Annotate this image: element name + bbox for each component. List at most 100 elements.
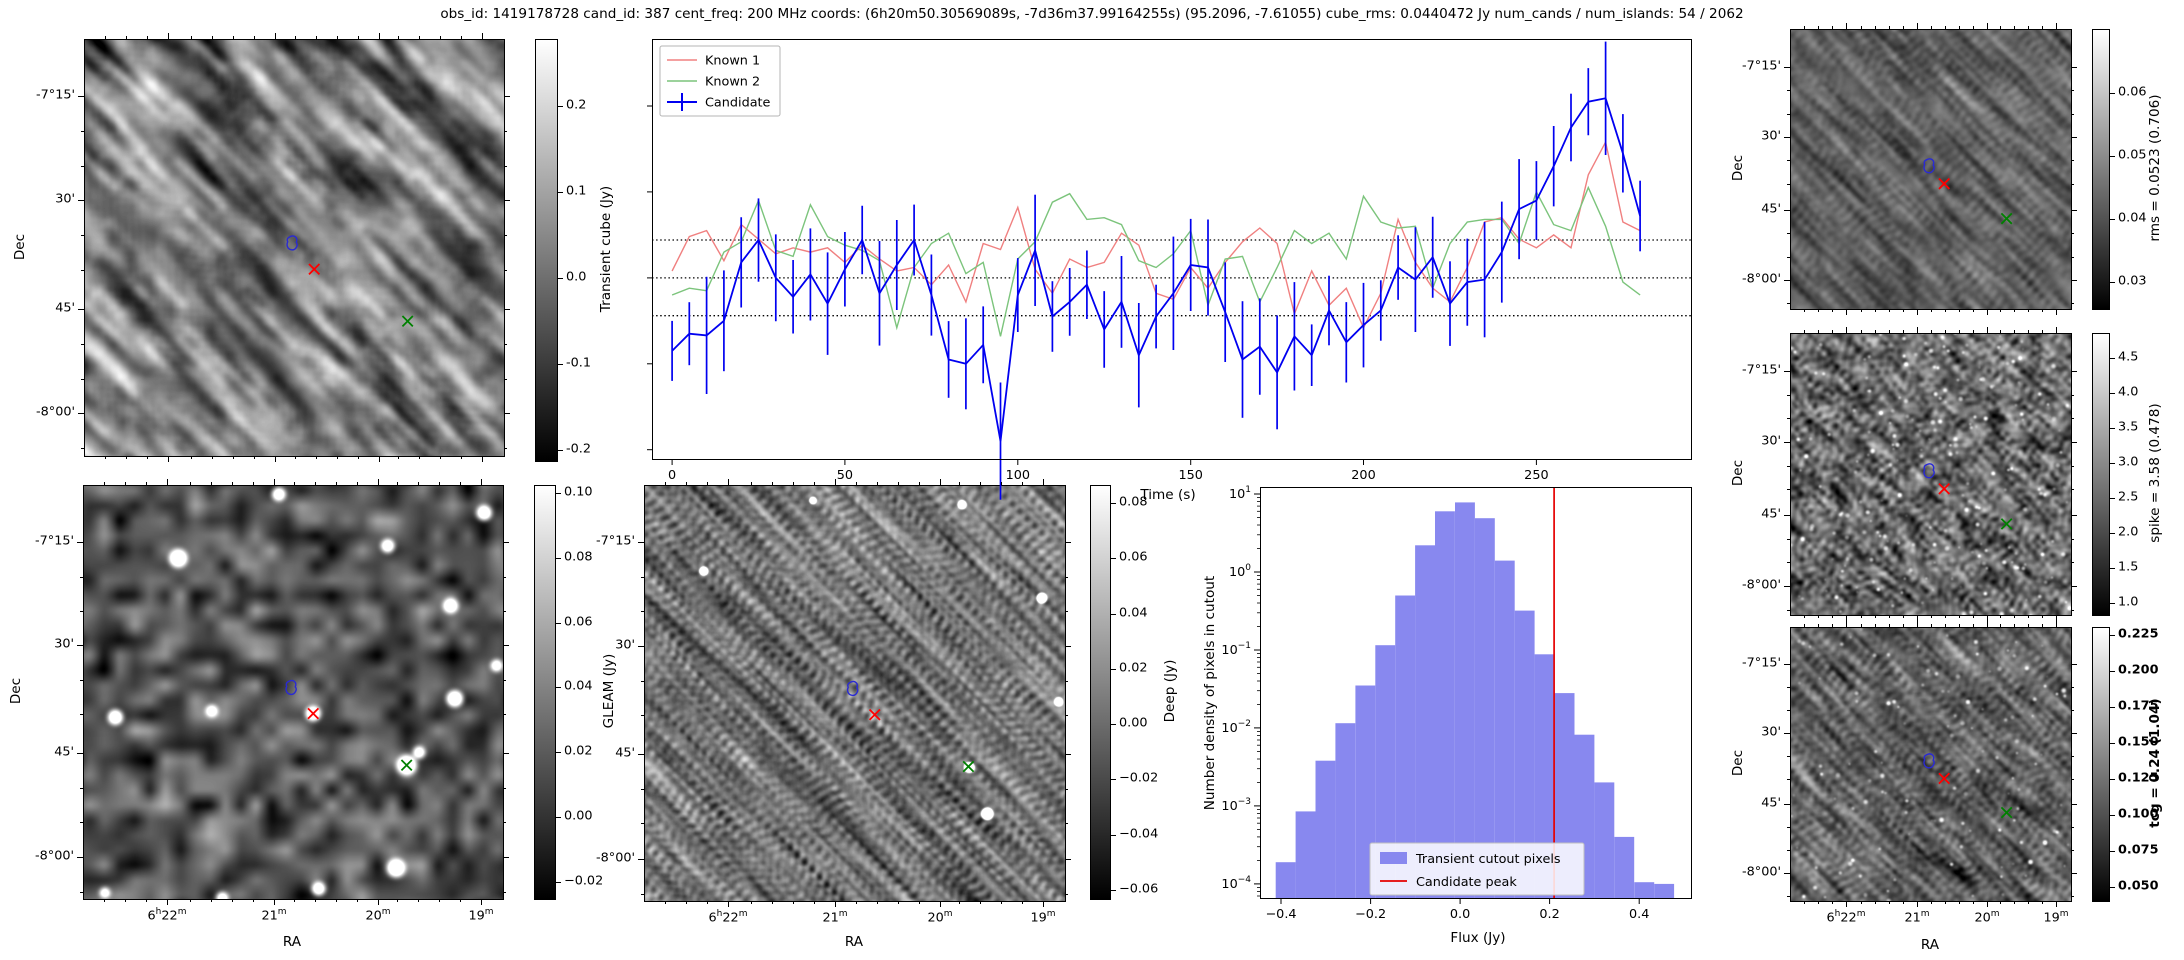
dec-tick-label: 45': [1761, 506, 1781, 522]
colorbar-tick-label: 0.075: [2118, 842, 2159, 858]
ra-tick-label: 6h22m: [708, 909, 748, 926]
flux-tick-label: 0.2: [1539, 907, 1559, 922]
dec-tick: [2071, 67, 2077, 68]
dec-tick-label: 30': [1761, 433, 1781, 449]
ra-minor-tick: [2028, 330, 2029, 333]
dec-minor-tick: [1065, 611, 1068, 612]
legend-box: [659, 45, 781, 117]
colorbar-tick: [1111, 669, 1116, 670]
ra-minor-tick: [2042, 309, 2043, 312]
colorbar-tick-label: 0.150: [2118, 734, 2159, 750]
ra-minor-tick: [337, 36, 338, 39]
colorbar-tick: [2110, 568, 2115, 569]
colorbar-rms: [2092, 29, 2110, 310]
colorbar-tick: [2110, 156, 2115, 157]
ra-minor-tick: [2014, 309, 2015, 312]
ra-minor-tick: [191, 456, 192, 459]
candidate-x-marker-icon: [307, 707, 320, 720]
ra-minor-tick: [1832, 624, 1833, 627]
ra-minor-tick: [1832, 901, 1833, 904]
candidate-contour-icon: [285, 679, 297, 696]
dec-tick-label: -8°00': [1742, 271, 1781, 287]
tcg-cutout-image: [1790, 627, 2072, 902]
colorbar-tick-label: 3.0: [2118, 454, 2139, 470]
density-tick-label: 100: [1229, 563, 1251, 580]
rms-cutout-image: [1790, 29, 2072, 310]
dec-minor-tick: [2071, 896, 2074, 897]
colorbar-tick: [2110, 393, 2115, 394]
ra-minor-tick: [190, 899, 191, 902]
ra-minor-tick: [1945, 309, 1946, 312]
dec-minor-tick: [2071, 90, 2074, 91]
ra-minor-tick: [105, 456, 106, 459]
dec-minor-tick: [1787, 114, 1790, 115]
ra-minor-tick: [212, 36, 213, 39]
sky-markers: [1923, 753, 2013, 819]
ra-minor-tick: [1959, 615, 1960, 618]
ra-minor-tick: [2000, 26, 2001, 29]
dec-minor-tick: [2071, 160, 2074, 161]
colorbar-tick: [558, 364, 563, 365]
spike-noise-image: [1791, 334, 2071, 615]
ra-minor-tick: [1861, 624, 1862, 627]
ra-minor-tick: [398, 36, 399, 39]
ra-tick: [378, 899, 379, 905]
ra-tick: [168, 33, 169, 39]
dec-minor-tick: [2071, 562, 2074, 563]
dec-minor-tick: [1787, 90, 1790, 91]
dec-minor-tick: [2071, 114, 2074, 115]
ra-minor-tick: [919, 482, 920, 485]
dec-tick-label: -7°15': [1742, 655, 1781, 671]
ra-tick: [2056, 327, 2057, 333]
dec-tick: [2071, 280, 2077, 281]
ra-minor-tick: [772, 482, 773, 485]
dec-tick-label: 30': [615, 637, 635, 653]
colorbar-label-transient-cube: Transient cube (Jy): [598, 185, 614, 313]
ra-minor-tick: [751, 482, 752, 485]
ra-minor-tick: [1022, 901, 1023, 904]
ra-minor-tick: [1889, 26, 1890, 29]
gleam-noise-image: [84, 486, 503, 899]
dec-minor-tick: [2071, 710, 2074, 711]
ra-minor-tick: [980, 482, 981, 485]
ra-minor-tick: [1945, 901, 1946, 904]
colorbar-label-spike: spike = 3.58 (0.478): [2147, 403, 2163, 543]
histogram-svg: −0.4 −0.2 0.0 0.2 0.410110010−110−210−310−4T…: [1221, 485, 1692, 922]
ra-tick: [379, 33, 380, 39]
colorbar-tick: [1111, 558, 1116, 559]
ra-minor-tick: [2000, 615, 2001, 618]
ra-minor-tick: [233, 36, 234, 39]
colorbar-tick: [2110, 887, 2115, 888]
histogram-bar: [1474, 518, 1495, 899]
dec-axis-label-rms: Dec: [1730, 154, 1746, 182]
colorbar-tick: [2110, 671, 2115, 672]
known-source-x-marker-icon: [2000, 806, 2013, 819]
ra-minor-tick: [336, 899, 337, 902]
ra-minor-tick: [440, 36, 441, 39]
legend-label: Candidate peak: [1416, 875, 1517, 890]
colorbar-spike: [2092, 333, 2110, 616]
ra-minor-tick: [2042, 624, 2043, 627]
dec-minor-tick: [641, 715, 644, 716]
colorbar-tick-label: −0.02: [564, 873, 604, 889]
sky-markers: [285, 679, 413, 772]
ra-minor-tick: [2014, 901, 2015, 904]
ra-minor-tick: [440, 456, 441, 459]
ra-minor-tick: [295, 456, 296, 459]
ra-minor-tick: [707, 482, 708, 485]
dec-minor-tick: [504, 379, 507, 380]
ra-minor-tick: [398, 456, 399, 459]
sky-markers: [1923, 463, 2013, 530]
histogram-bar: [1335, 723, 1356, 899]
ra-minor-tick: [665, 901, 666, 904]
dec-minor-tick: [641, 611, 644, 612]
candidate-x-marker-icon: [868, 708, 881, 721]
dec-minor-tick: [1787, 303, 1790, 304]
colorbar-tick: [2110, 779, 2115, 780]
histogram-bar: [1534, 654, 1555, 899]
colorbar-tick: [1111, 614, 1116, 615]
ra-minor-tick: [1889, 624, 1890, 627]
dec-tick: [638, 542, 644, 543]
candidate-contour-icon: [1923, 753, 1935, 769]
legend-label: Known 1: [705, 54, 760, 69]
